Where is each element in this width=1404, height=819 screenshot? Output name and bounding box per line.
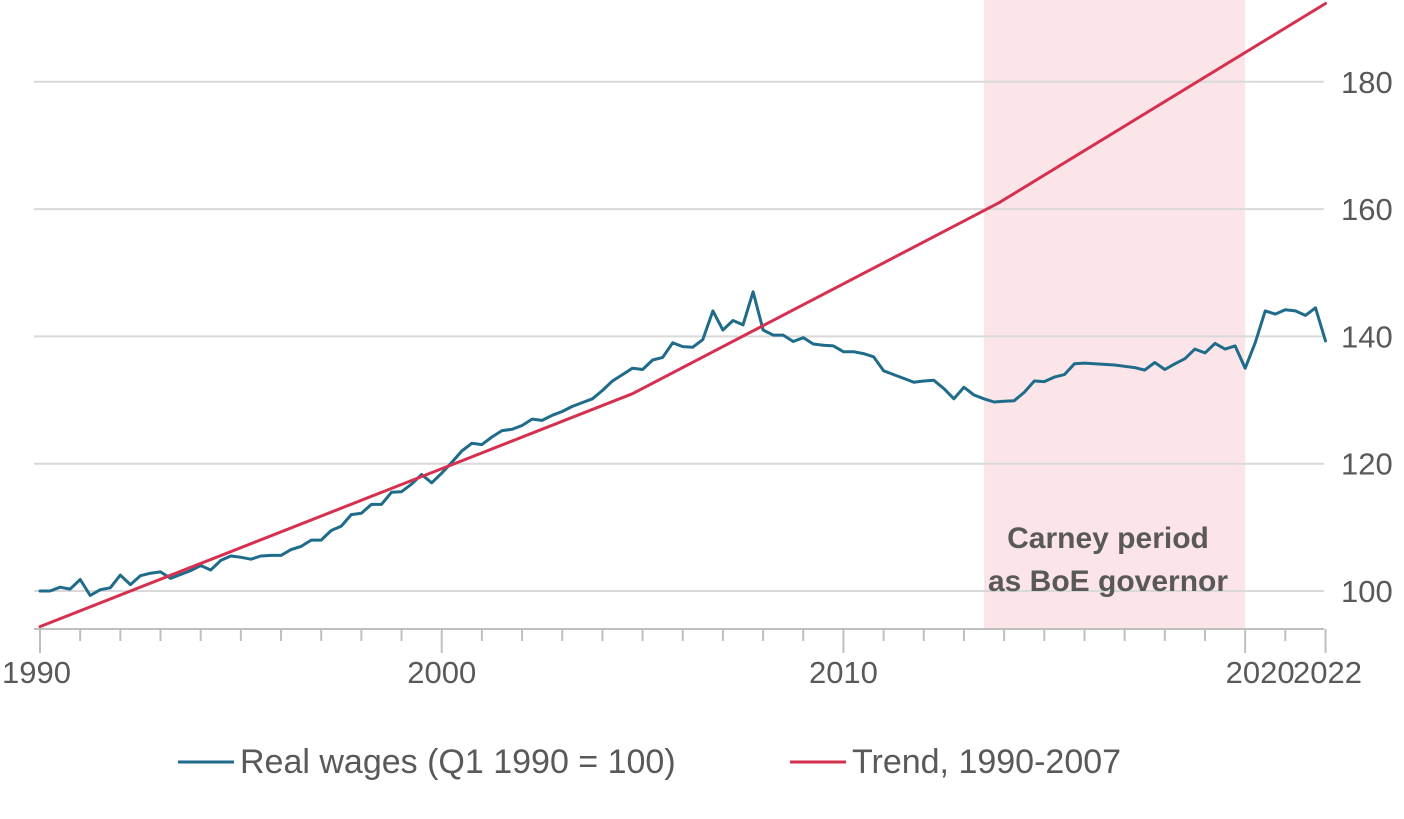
y-tick-label-140: 140 (1341, 319, 1393, 354)
x-tick-label-2022: 2022 (1293, 655, 1362, 690)
series-lines (38, 2, 1327, 629)
shaded-region-annotation: Carney period as BoE governor (988, 522, 1228, 598)
x-axis (34, 628, 1327, 653)
series-line-real-wages (38, 290, 1327, 597)
x-tick-label-1990: 1990 (2, 655, 71, 690)
y-tick-label-180: 180 (1341, 65, 1393, 100)
x-tick-label-2000: 2000 (407, 655, 476, 690)
shaded-region-layer (984, 0, 1246, 629)
y-tick-label-120: 120 (1341, 447, 1393, 482)
y-tick-labels: 100 120 140 160 180 (1341, 65, 1393, 609)
x-tick-label-2010: 2010 (809, 655, 878, 690)
y-tick-label-160: 160 (1341, 192, 1393, 227)
annotation-line-1: Carney period (1007, 522, 1209, 555)
legend: Real wages (Q1 1990 = 100) Trend, 1990-2… (178, 743, 1121, 781)
gridlines (34, 80, 1324, 592)
y-tick-label-100: 100 (1341, 574, 1393, 609)
legend-label-trend: Trend, 1990-2007 (852, 743, 1121, 781)
series-line-trend (38, 2, 1327, 629)
shaded-region (984, 0, 1246, 629)
legend-label-real-wages: Real wages (Q1 1990 = 100) (240, 743, 676, 781)
annotation-line-2: as BoE governor (988, 565, 1228, 598)
x-tick-label-2020: 2020 (1226, 655, 1295, 690)
